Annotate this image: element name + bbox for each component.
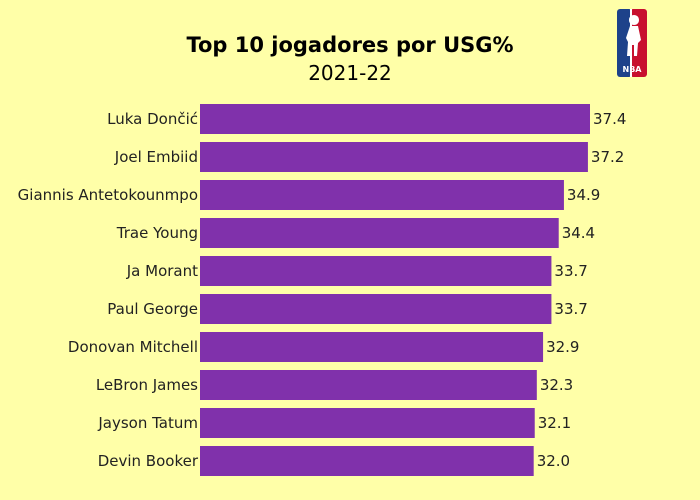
bar bbox=[200, 180, 564, 210]
nba-logo-wordmark: NBA bbox=[623, 65, 643, 74]
data-label: 34.4 bbox=[562, 224, 595, 242]
bar bbox=[200, 142, 588, 172]
category-tick-label: Paul George bbox=[107, 300, 198, 318]
chart-title: Top 10 jogadores por USG% bbox=[186, 33, 513, 57]
data-label: 32.9 bbox=[546, 338, 579, 356]
bar bbox=[200, 256, 552, 286]
category-tick-label: Devin Booker bbox=[98, 452, 199, 470]
bar bbox=[200, 218, 559, 248]
bar bbox=[200, 332, 544, 362]
category-tick-label: Trae Young bbox=[116, 224, 198, 242]
data-label: 37.2 bbox=[591, 148, 624, 166]
bar bbox=[200, 408, 535, 438]
value-labels-layer: 37.4 37.2 34.9 34.4 33.7 33.7 32.9 32.3 32.1 32.0 bbox=[537, 110, 627, 470]
data-label: 32.3 bbox=[540, 376, 573, 394]
data-label: 33.7 bbox=[554, 262, 587, 280]
category-labels-layer: Luka Dončić Joel Embiid Giannis Antetokoun… bbox=[18, 110, 199, 470]
category-tick-label: Jayson Tatum bbox=[97, 414, 198, 432]
data-label: 33.7 bbox=[554, 300, 587, 318]
category-tick-label: Ja Morant bbox=[126, 262, 198, 280]
nba-logo-blue-panel bbox=[617, 9, 632, 77]
bar bbox=[200, 370, 537, 400]
data-label: 32.1 bbox=[538, 414, 571, 432]
nba-logo-icon: NBA bbox=[617, 9, 647, 77]
category-tick-label: LeBron James bbox=[96, 376, 198, 394]
category-tick-label: Joel Embiid bbox=[114, 148, 198, 166]
chart-subtitle: 2021-22 bbox=[308, 61, 392, 85]
data-label: 32.0 bbox=[537, 452, 570, 470]
bars-layer bbox=[200, 104, 590, 476]
category-tick-label: Luka Dončić bbox=[107, 110, 198, 128]
bar bbox=[200, 446, 534, 476]
category-tick-label: Donovan Mitchell bbox=[68, 338, 198, 356]
nba-logo-player-silhouette bbox=[626, 15, 641, 56]
bar bbox=[200, 294, 552, 324]
category-tick-label: Giannis Antetokounmpo bbox=[18, 186, 198, 204]
bar bbox=[200, 104, 590, 134]
data-label: 37.4 bbox=[593, 110, 626, 128]
data-label: 34.9 bbox=[567, 186, 600, 204]
